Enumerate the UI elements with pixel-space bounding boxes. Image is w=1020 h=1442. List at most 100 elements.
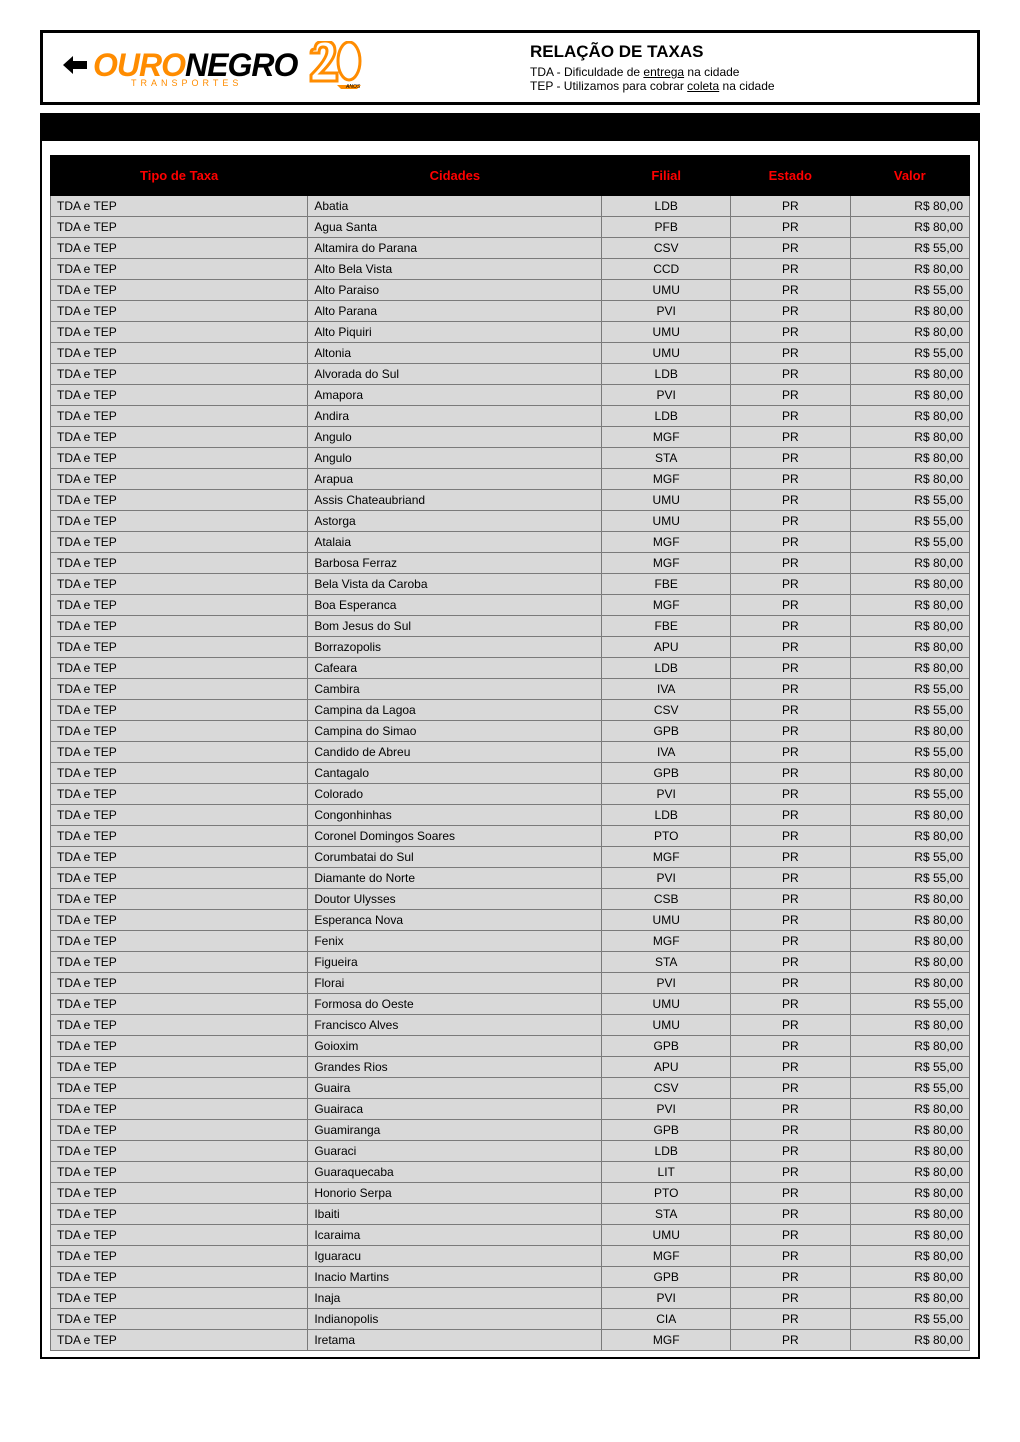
cell-valor: R$ 55,00: [850, 238, 969, 259]
cell-tipo: TDA e TEP: [51, 931, 308, 952]
cell-estado: PR: [731, 889, 850, 910]
cell-filial: PVI: [602, 973, 731, 994]
table-row: TDA e TEPColoradoPVIPRR$ 55,00: [51, 784, 970, 805]
cell-valor: R$ 80,00: [850, 1225, 969, 1246]
cell-cidade: Coronel Domingos Soares: [308, 826, 602, 847]
table-row: TDA e TEPAgua SantaPFBPRR$ 80,00: [51, 217, 970, 238]
cell-filial: PFB: [602, 217, 731, 238]
cell-valor: R$ 80,00: [850, 427, 969, 448]
cell-estado: PR: [731, 679, 850, 700]
cell-valor: R$ 80,00: [850, 448, 969, 469]
cell-cidade: Candido de Abreu: [308, 742, 602, 763]
table-row: TDA e TEPAlto ParaisoUMUPRR$ 55,00: [51, 280, 970, 301]
cell-cidade: Florai: [308, 973, 602, 994]
cell-valor: R$ 80,00: [850, 1036, 969, 1057]
logo-transportes: TRANSPORTES: [131, 78, 297, 88]
cell-estado: PR: [731, 343, 850, 364]
cell-cidade: Agua Santa: [308, 217, 602, 238]
cell-filial: UMU: [602, 910, 731, 931]
cell-estado: PR: [731, 847, 850, 868]
cell-tipo: TDA e TEP: [51, 364, 308, 385]
cell-valor: R$ 80,00: [850, 973, 969, 994]
cell-tipo: TDA e TEP: [51, 322, 308, 343]
cell-estado: PR: [731, 658, 850, 679]
table-row: TDA e TEPIcaraimaUMUPRR$ 80,00: [51, 1225, 970, 1246]
cell-cidade: Iretama: [308, 1330, 602, 1351]
cell-estado: PR: [731, 973, 850, 994]
cell-cidade: Formosa do Oeste: [308, 994, 602, 1015]
sub1-underline: entrega: [643, 65, 684, 79]
cell-valor: R$ 80,00: [850, 1099, 969, 1120]
cell-valor: R$ 55,00: [850, 868, 969, 889]
cell-tipo: TDA e TEP: [51, 1162, 308, 1183]
cell-cidade: Francisco Alves: [308, 1015, 602, 1036]
cell-valor: R$ 80,00: [850, 364, 969, 385]
cell-cidade: Alto Bela Vista: [308, 259, 602, 280]
cell-estado: PR: [731, 826, 850, 847]
cell-cidade: Amapora: [308, 385, 602, 406]
cell-filial: UMU: [602, 343, 731, 364]
table-row: TDA e TEPIbaitiSTAPRR$ 80,00: [51, 1204, 970, 1225]
table-row: TDA e TEPAbatiaLDBPRR$ 80,00: [51, 196, 970, 217]
cell-tipo: TDA e TEP: [51, 973, 308, 994]
cell-valor: R$ 80,00: [850, 826, 969, 847]
table-row: TDA e TEPCambiraIVAPRR$ 55,00: [51, 679, 970, 700]
cell-filial: IVA: [602, 742, 731, 763]
cell-filial: UMU: [602, 280, 731, 301]
cell-filial: MGF: [602, 595, 731, 616]
cell-tipo: TDA e TEP: [51, 280, 308, 301]
cell-filial: STA: [602, 1204, 731, 1225]
cell-valor: R$ 80,00: [850, 721, 969, 742]
cell-valor: R$ 80,00: [850, 217, 969, 238]
cell-filial: CIA: [602, 1309, 731, 1330]
cell-filial: LDB: [602, 364, 731, 385]
cell-estado: PR: [731, 217, 850, 238]
cell-valor: R$ 80,00: [850, 1120, 969, 1141]
cell-valor: R$ 80,00: [850, 574, 969, 595]
cell-estado: PR: [731, 742, 850, 763]
cell-valor: R$ 55,00: [850, 784, 969, 805]
cell-tipo: TDA e TEP: [51, 238, 308, 259]
cell-tipo: TDA e TEP: [51, 511, 308, 532]
cell-estado: PR: [731, 1330, 850, 1351]
cell-valor: R$ 80,00: [850, 805, 969, 826]
cell-cidade: Cambira: [308, 679, 602, 700]
cell-estado: PR: [731, 1036, 850, 1057]
cell-valor: R$ 55,00: [850, 679, 969, 700]
cell-tipo: TDA e TEP: [51, 616, 308, 637]
cell-estado: PR: [731, 259, 850, 280]
table-row: TDA e TEPBom Jesus do SulFBEPRR$ 80,00: [51, 616, 970, 637]
table-row: TDA e TEPFormosa do OesteUMUPRR$ 55,00: [51, 994, 970, 1015]
cell-estado: PR: [731, 469, 850, 490]
logo-20-icon: ANOS: [307, 41, 363, 94]
cell-filial: UMU: [602, 322, 731, 343]
header-sub2: TEP - Utilizamos para cobrar coleta na c…: [530, 79, 957, 93]
logo-area: OURO NEGRO TRANSPORTES ANOS: [63, 41, 490, 94]
cell-estado: PR: [731, 952, 850, 973]
cell-filial: GPB: [602, 1120, 731, 1141]
cell-estado: PR: [731, 280, 850, 301]
cell-valor: R$ 55,00: [850, 994, 969, 1015]
cell-cidade: Colorado: [308, 784, 602, 805]
cell-cidade: Indianopolis: [308, 1309, 602, 1330]
logo-wrapper: OURO NEGRO TRANSPORTES: [93, 47, 297, 88]
cell-tipo: TDA e TEP: [51, 826, 308, 847]
cell-cidade: Alvorada do Sul: [308, 364, 602, 385]
table-row: TDA e TEPCandido de AbreuIVAPRR$ 55,00: [51, 742, 970, 763]
cell-tipo: TDA e TEP: [51, 1141, 308, 1162]
cell-cidade: Inacio Martins: [308, 1267, 602, 1288]
cell-tipo: TDA e TEP: [51, 574, 308, 595]
cell-filial: MGF: [602, 1246, 731, 1267]
black-strip: [40, 113, 980, 141]
sub2-suffix: na cidade: [719, 79, 774, 93]
table-row: TDA e TEPAlto Bela VistaCCDPRR$ 80,00: [51, 259, 970, 280]
cell-tipo: TDA e TEP: [51, 637, 308, 658]
table-row: TDA e TEPGuairaCSVPRR$ 55,00: [51, 1078, 970, 1099]
cell-cidade: Iguaracu: [308, 1246, 602, 1267]
cell-estado: PR: [731, 1120, 850, 1141]
cell-estado: PR: [731, 532, 850, 553]
table-row: TDA e TEPCampina do SimaoGPBPRR$ 80,00: [51, 721, 970, 742]
table-row: TDA e TEPIretamaMGFPRR$ 80,00: [51, 1330, 970, 1351]
cell-valor: R$ 55,00: [850, 490, 969, 511]
cell-valor: R$ 80,00: [850, 1015, 969, 1036]
